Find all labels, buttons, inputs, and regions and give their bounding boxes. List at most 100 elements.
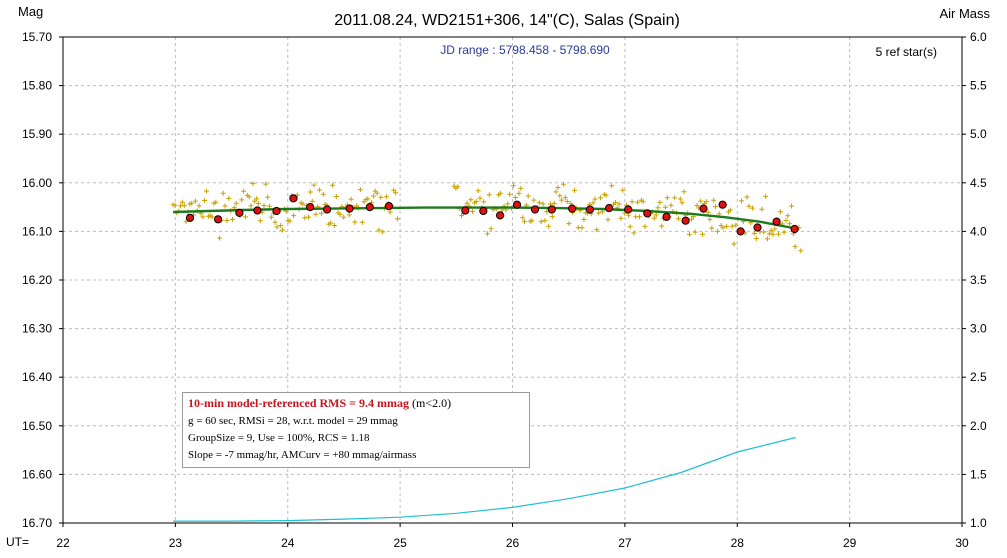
raw-point	[692, 229, 698, 235]
raw-point	[688, 216, 694, 222]
raw-point	[612, 200, 618, 205]
raw-point	[787, 221, 793, 227]
raw-point	[337, 212, 343, 217]
raw-point	[753, 236, 759, 241]
raw-point	[311, 182, 317, 188]
stats-line-rms: 10-min model-referenced RMS = 9.4 mmag (…	[188, 395, 529, 413]
x-tick-label: 23	[169, 536, 183, 550]
model-curve	[173, 206, 796, 230]
raw-point	[781, 229, 787, 235]
binned-point	[496, 211, 505, 220]
binned-point	[736, 227, 745, 236]
raw-point	[393, 190, 399, 196]
y2-tick-label: 1.5	[970, 467, 987, 481]
raw-point	[687, 231, 692, 237]
raw-point	[395, 216, 400, 222]
raw-point	[204, 188, 209, 194]
binned-point	[547, 205, 556, 214]
binned-point	[699, 204, 708, 213]
raw-point	[713, 204, 718, 210]
raw-point	[470, 208, 476, 214]
raw-point	[455, 184, 461, 190]
y2-tick-label: 3.5	[970, 273, 987, 287]
raw-point	[640, 199, 646, 205]
raw-point	[657, 199, 663, 205]
binned-point	[790, 224, 799, 234]
raw-point	[520, 215, 526, 221]
y-tick-label: 16.40	[22, 370, 52, 384]
raw-point	[744, 194, 750, 200]
raw-point	[507, 191, 513, 197]
raw-point	[255, 201, 261, 206]
stats-box: 10-min model-referenced RMS = 9.4 mmag (…	[182, 392, 530, 468]
raw-point	[352, 219, 358, 225]
raw-point	[346, 212, 352, 218]
raw-point	[505, 201, 511, 207]
raw-point	[333, 194, 339, 199]
raw-point	[224, 218, 230, 223]
raw-point	[609, 183, 615, 189]
raw-point	[196, 203, 202, 209]
x-tick-label: 29	[843, 536, 857, 550]
raw-point	[263, 181, 269, 187]
raw-point	[659, 223, 665, 229]
y-tick-label: 15.70	[22, 30, 52, 44]
raw-point	[391, 187, 397, 193]
raw-point	[616, 201, 622, 207]
raw-point	[348, 196, 354, 202]
raw-point	[287, 218, 293, 224]
raw-point	[538, 219, 544, 225]
binned-points	[185, 194, 799, 236]
raw-point	[746, 203, 752, 209]
raw-point	[213, 199, 219, 205]
binned-point	[568, 204, 577, 213]
raw-point	[516, 190, 522, 196]
binned-point	[479, 206, 488, 216]
raw-point	[242, 214, 248, 220]
raw-point	[711, 197, 717, 203]
raw-point	[265, 194, 271, 200]
x-axis-label: UT=	[6, 535, 29, 549]
raw-point	[724, 223, 730, 229]
raw-point	[679, 200, 685, 206]
raw-point	[549, 214, 555, 220]
binned-point	[323, 205, 332, 214]
stats-line-4: Slope = -7 mmag/hr, AMCurv = +80 mmag/ai…	[188, 449, 417, 461]
raw-point	[559, 197, 565, 203]
raw-point	[365, 196, 371, 202]
raw-point	[261, 203, 267, 209]
raw-point	[594, 227, 600, 233]
binned-point	[530, 205, 540, 214]
raw-point	[764, 236, 770, 242]
raw-point	[307, 189, 313, 195]
raw-point	[731, 241, 737, 247]
binned-point	[253, 206, 262, 215]
raw-point	[714, 228, 720, 234]
raw-point	[529, 218, 535, 224]
raw-point	[246, 194, 252, 200]
raw-point	[189, 200, 195, 206]
binned-point	[718, 200, 727, 209]
y2-tick-label: 5.5	[970, 79, 987, 93]
raw-point	[378, 194, 384, 200]
binned-point	[214, 215, 223, 224]
air-mass-curve	[173, 436, 796, 522]
raw-point	[497, 190, 503, 196]
binned-point	[272, 206, 281, 216]
y-tick-label: 16.70	[22, 516, 52, 530]
raw-point	[653, 212, 659, 218]
raw-point	[387, 209, 393, 215]
raw-point	[675, 216, 681, 222]
y2-tick-label: 4.5	[970, 176, 987, 190]
raw-point	[172, 202, 178, 208]
y-tick-label: 16.50	[22, 419, 52, 433]
raw-point	[785, 213, 791, 219]
raw-point	[313, 211, 319, 217]
raw-point	[566, 221, 572, 227]
raw-point	[592, 196, 598, 202]
raw-point	[618, 215, 624, 221]
raw-point	[761, 229, 767, 235]
raw-point	[727, 207, 733, 213]
raw-point	[220, 190, 226, 196]
x-tick-label: 28	[731, 536, 745, 550]
